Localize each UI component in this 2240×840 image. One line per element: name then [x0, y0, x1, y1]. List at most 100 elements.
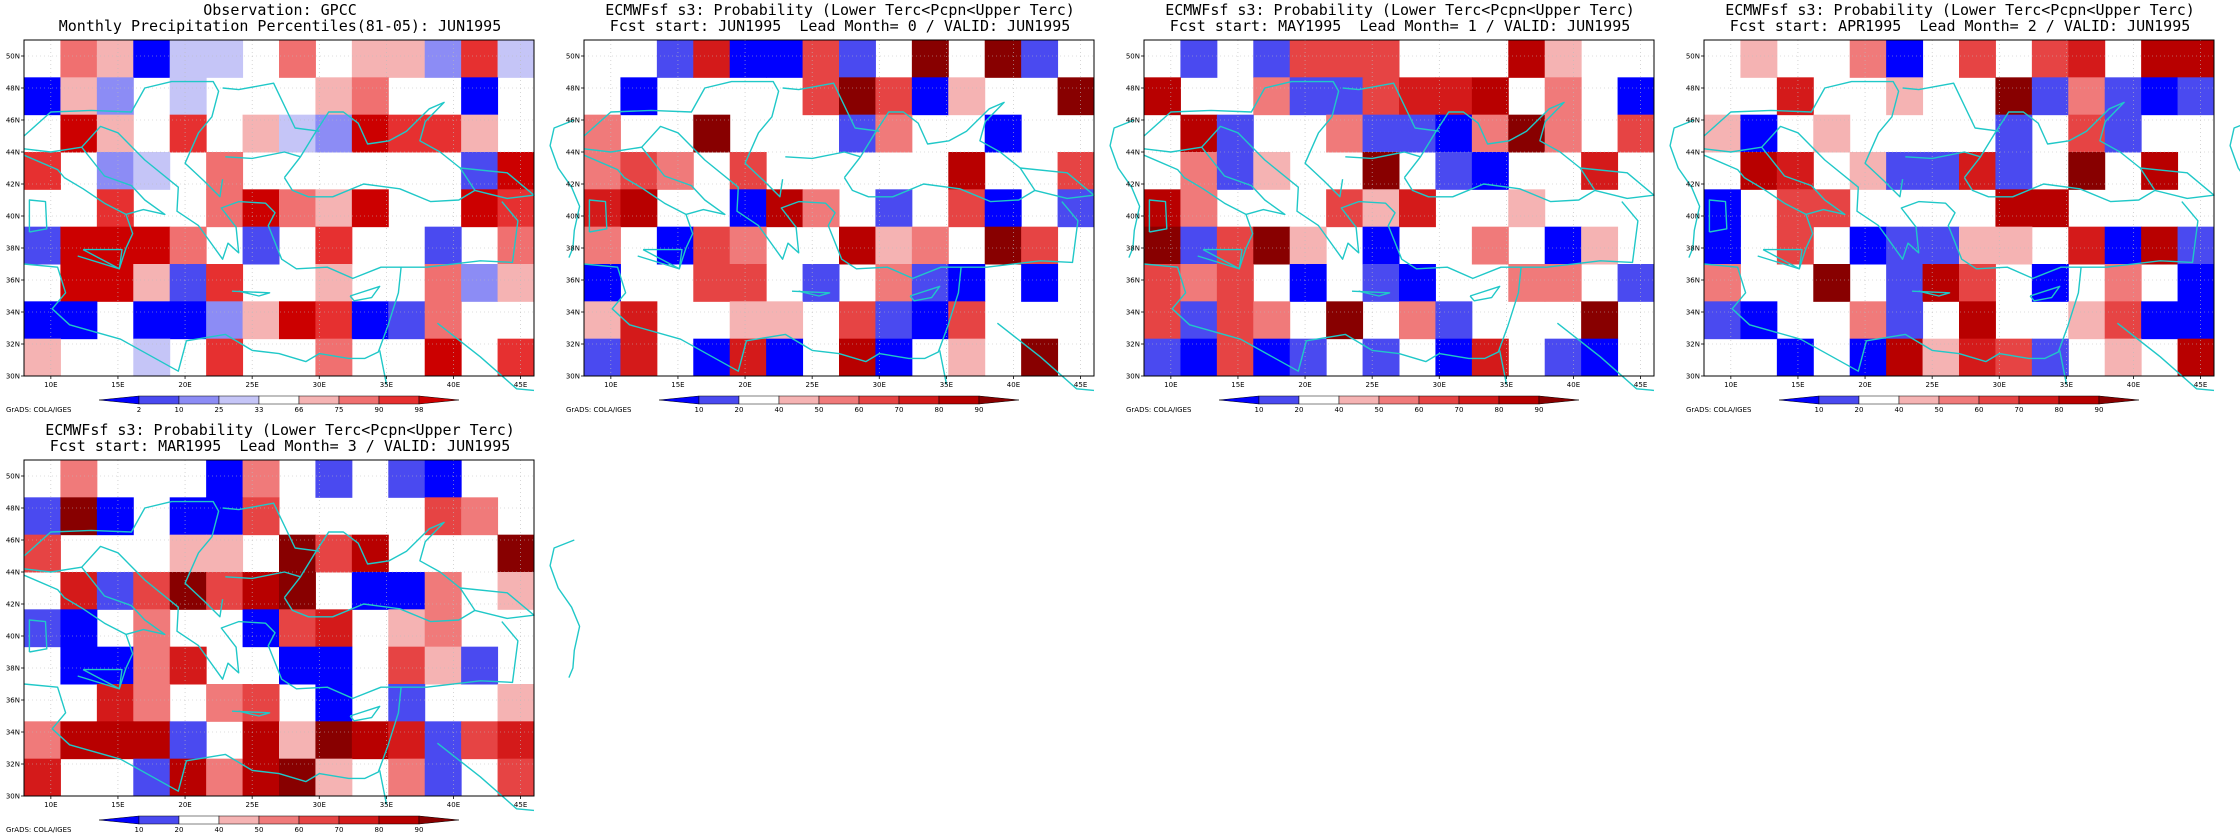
lat-tick-label: 38N — [6, 665, 20, 673]
colorbar-swatch — [178, 395, 220, 405]
grid-cell — [1144, 301, 1181, 340]
grid-cell — [60, 646, 98, 685]
grid-cell — [60, 609, 98, 648]
grid-cell — [1776, 226, 1814, 265]
colorbar-label: 90 — [2095, 406, 2104, 414]
lon-tick-label: 30E — [313, 381, 326, 389]
grid-cell — [1057, 77, 1095, 116]
grid-cell — [461, 721, 499, 760]
grid-cell — [948, 189, 986, 228]
grid-cell — [279, 189, 316, 228]
lat-tick-label: 50N — [6, 473, 20, 481]
grid-cell — [2068, 152, 2106, 190]
grid-cell — [242, 114, 280, 153]
colorbar-label: 80 — [375, 826, 384, 834]
grid-cell — [279, 572, 316, 610]
grid-cell — [351, 534, 389, 573]
shaded-grid — [584, 40, 1095, 377]
grid-cell — [1144, 77, 1181, 116]
grid-cell — [1180, 152, 1218, 190]
grid-cell — [2068, 301, 2106, 340]
grid-cell — [96, 77, 134, 116]
grid-cell — [96, 646, 134, 685]
grid-cell — [96, 264, 134, 302]
lat-tick-label: 40N — [1686, 213, 1700, 221]
grid-cell — [1057, 152, 1095, 190]
lat-tick-label: 44N — [1686, 149, 1700, 157]
colorbar-swatch — [378, 815, 420, 825]
lat-ticks: 30N 32N 34N 36N 38N 40N 42N 44N 46N 48N 50N — [6, 53, 24, 381]
grid-cell — [206, 301, 244, 340]
grid-cell — [1959, 152, 1996, 190]
grid-cell — [1617, 264, 1655, 302]
grid-cell — [1849, 301, 1887, 340]
grid-cell — [1362, 338, 1400, 377]
grid-cell — [1704, 189, 1741, 228]
grid-cell — [1057, 189, 1095, 228]
grid-cell — [1471, 338, 1509, 377]
grid-cell — [1617, 114, 1655, 153]
colorbar-swatch — [98, 815, 140, 825]
grid-cell — [693, 338, 731, 377]
grid-cell — [206, 189, 244, 228]
grid-cell — [279, 758, 316, 797]
grid-cell — [1326, 40, 1364, 78]
colorbar-swatch — [418, 815, 460, 825]
grid-cell — [1776, 338, 1814, 377]
colorbar-label: 40 — [1335, 406, 1344, 414]
grid-cell — [693, 40, 731, 78]
grid-cell — [1581, 338, 1619, 377]
grid-cell — [1180, 114, 1218, 153]
map-frame — [1143, 39, 1655, 377]
grid-cell — [875, 114, 913, 153]
grid-cell — [1886, 264, 1924, 302]
grid-cell — [839, 77, 876, 116]
grid-cell — [1617, 77, 1655, 116]
grid-cell — [766, 301, 804, 340]
lon-tick-label: 30E — [313, 801, 326, 809]
grid-cell — [839, 114, 876, 153]
grid-cell — [315, 534, 353, 573]
grid-cell — [133, 301, 171, 340]
grid-cell — [2141, 226, 2179, 265]
colorbar-swatch — [378, 395, 420, 405]
grid-cell — [1471, 152, 1509, 190]
grid-cell — [1362, 226, 1400, 265]
grid-cell — [497, 264, 535, 302]
lat-tick-label: 36N — [1126, 277, 1140, 285]
colorbar-swatch — [338, 395, 380, 405]
grid-cell — [875, 77, 913, 116]
grid-cell — [1995, 114, 2033, 153]
grid-cell — [497, 684, 535, 722]
lon-ticks: 10E 15E 20E 25E 30E 35E 40E 45E — [44, 376, 527, 389]
lat-tick-label: 32N — [1686, 341, 1700, 349]
grid-cell — [60, 114, 98, 153]
grid-cell — [206, 684, 244, 722]
colorbar-swatch — [258, 815, 300, 825]
colorbar-label: 90 — [1535, 406, 1544, 414]
colorbar-label: 98 — [415, 406, 424, 414]
grid-cell — [24, 721, 61, 760]
grid-cell — [388, 684, 426, 722]
grid-cell — [1544, 77, 1582, 116]
lat-tick-label: 42N — [6, 601, 20, 609]
grid-cell — [1180, 338, 1218, 377]
lon-tick-label: 20E — [738, 381, 751, 389]
colorbar-swatch — [2058, 395, 2100, 405]
grid-cell — [875, 301, 913, 340]
lon-tick-label: 30E — [873, 381, 886, 389]
grid-cell — [1289, 264, 1327, 302]
grid-cell — [242, 226, 280, 265]
grid-cell — [60, 77, 98, 116]
grid-cell — [2031, 338, 2069, 377]
panel-lead-1: ECMWFsf s3: Probability (Lower Terc<Pcpn… — [1120, 0, 1701, 420]
grid-cell — [206, 264, 244, 302]
grid-cell — [2104, 226, 2142, 265]
colorbar-swatch — [1818, 395, 1860, 405]
grid-cell — [351, 721, 389, 760]
lat-tick-label: 44N — [6, 149, 20, 157]
colorbar-swatch — [1778, 395, 1820, 405]
grid-cell — [461, 40, 499, 78]
colorbar-label: 50 — [1935, 406, 1944, 414]
grid-cell — [169, 301, 207, 340]
